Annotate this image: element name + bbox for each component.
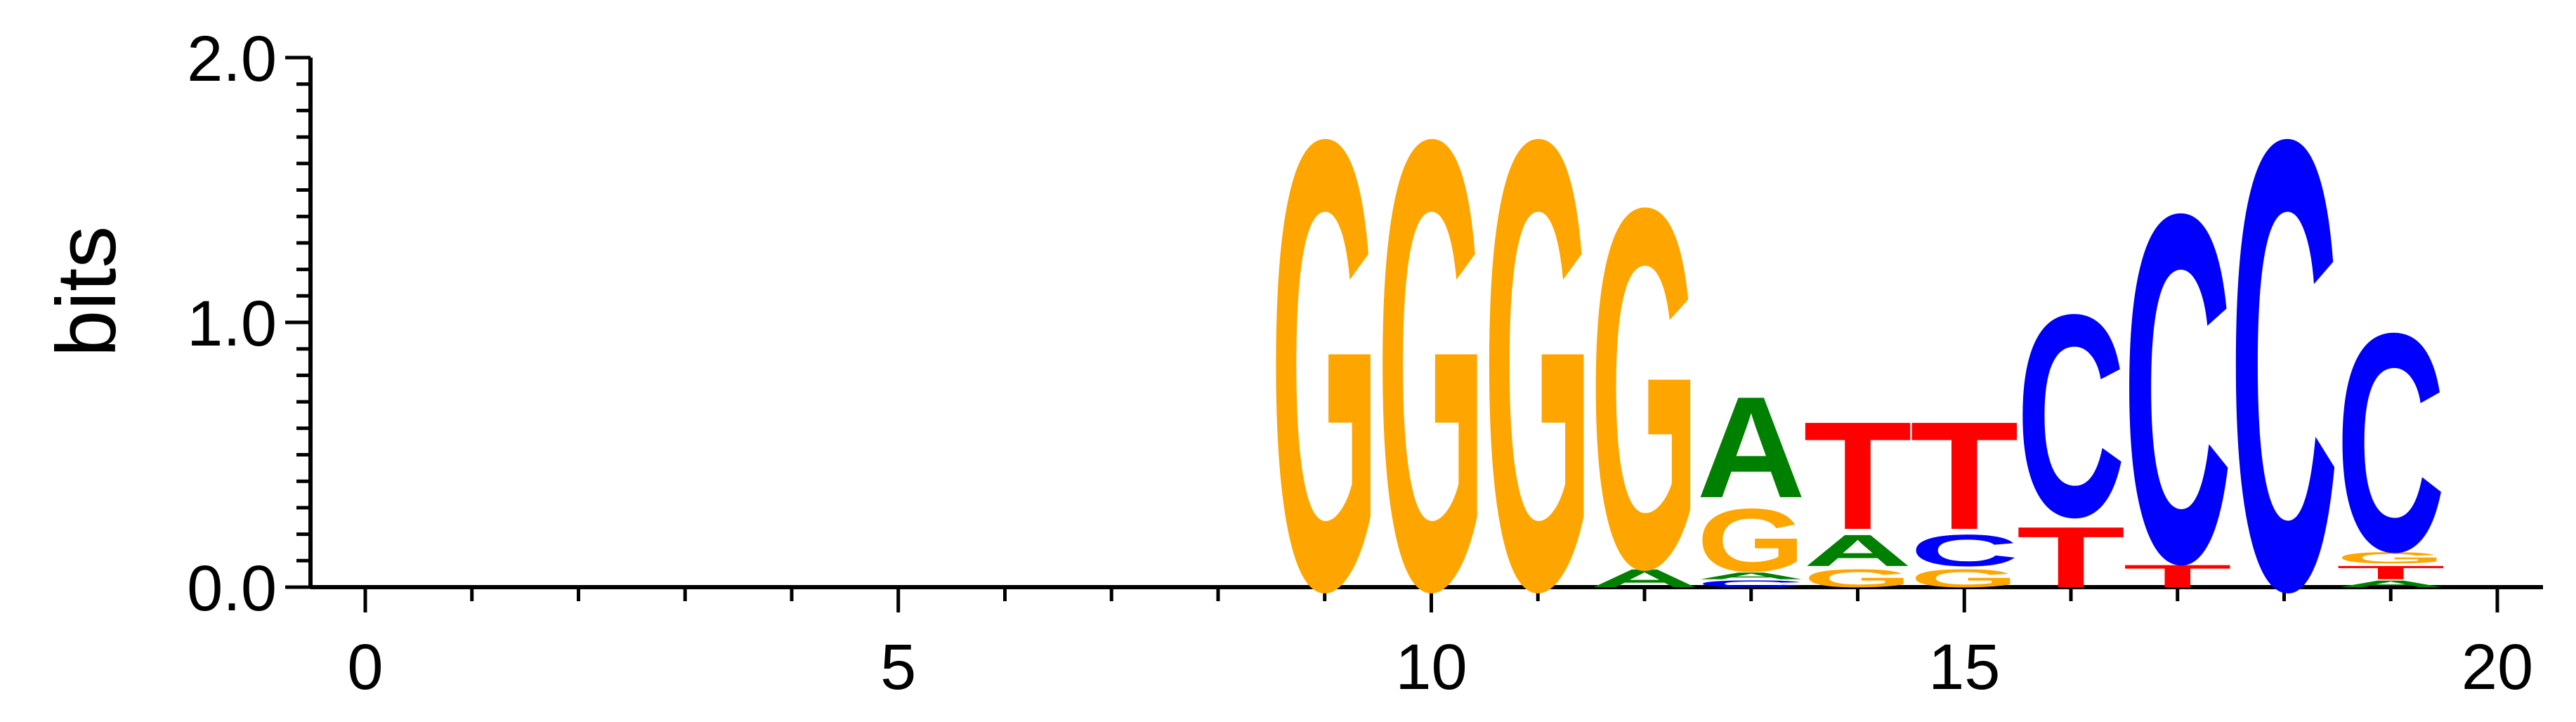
- x-tick-label: 10: [1395, 631, 1467, 703]
- logo-letter-t: T: [2017, 509, 2126, 606]
- logo-letter-g: G: [1803, 564, 1912, 593]
- logo-letter-c: C: [2017, 254, 2126, 577]
- logo-letter-g: G: [1270, 7, 1379, 722]
- y-tick-label: 2.0: [187, 23, 277, 95]
- logo-letter-a: A: [1590, 564, 1699, 593]
- logo-letter-g: G: [1696, 490, 1805, 591]
- logo-letter-g: G: [1910, 564, 2019, 593]
- y-axis: 0.0 1.0 2.0: [187, 23, 313, 624]
- logo-letter-c: C: [2230, 6, 2339, 722]
- y-tick-label: 1.0: [187, 288, 277, 360]
- logo-letter-a: A: [1696, 367, 1805, 528]
- x-tick-label: 0: [347, 631, 383, 703]
- logo-letter-a: A: [2336, 579, 2445, 589]
- logo-letter-g: G: [2336, 549, 2445, 567]
- x-tick-label: 15: [1928, 631, 2000, 703]
- y-axis-title: bits: [39, 226, 133, 357]
- logo-letter-c: C: [1910, 525, 2019, 575]
- x-tick-label: 20: [2461, 631, 2533, 703]
- logo-letter-t: T: [2336, 562, 2445, 584]
- x-tick-label: 5: [880, 631, 916, 703]
- logo-letter-a: A: [1696, 570, 1805, 581]
- logo-letter-t: T: [2123, 558, 2232, 594]
- x-axis: 0 5 10 15 20: [310, 585, 2543, 703]
- logo-letter-a: A: [1803, 525, 1912, 575]
- logo-letter-t: T: [1910, 390, 2019, 562]
- y-tick-label: 0.0: [187, 553, 277, 624]
- logo-letter-g: G: [1590, 101, 1699, 675]
- logo-letter-t: T: [1803, 390, 1912, 562]
- logo-letter-g: G: [1377, 7, 1486, 722]
- logo-letter-g: G: [1484, 7, 1593, 722]
- logo-letter-c: C: [2123, 110, 2232, 667]
- logo-letter-c: C: [1696, 579, 1805, 589]
- logo-letter-c: C: [2336, 268, 2445, 616]
